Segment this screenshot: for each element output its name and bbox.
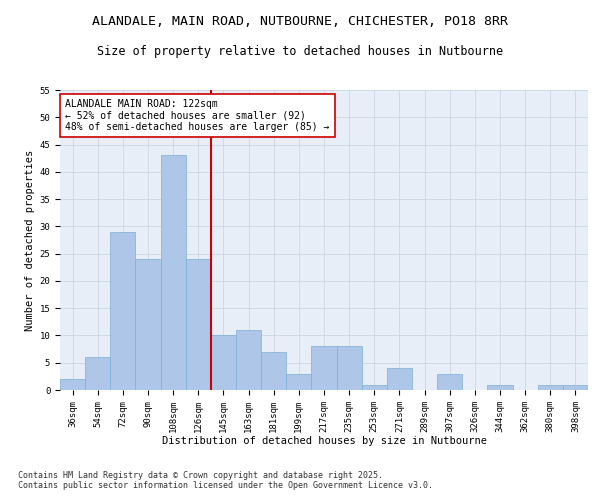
Bar [186, 259, 211, 390]
Bar [362, 384, 387, 390]
Bar [211, 336, 236, 390]
Bar [60, 379, 85, 390]
Bar [236, 330, 261, 390]
Text: Size of property relative to detached houses in Nutbourne: Size of property relative to detached ho… [97, 45, 503, 58]
Text: ALANDALE, MAIN ROAD, NUTBOURNE, CHICHESTER, PO18 8RR: ALANDALE, MAIN ROAD, NUTBOURNE, CHICHEST… [92, 15, 508, 28]
Bar [261, 352, 286, 390]
X-axis label: Distribution of detached houses by size in Nutbourne: Distribution of detached houses by size … [161, 436, 487, 446]
Bar [487, 384, 512, 390]
Y-axis label: Number of detached properties: Number of detached properties [25, 150, 35, 330]
Text: Contains HM Land Registry data © Crown copyright and database right 2025.
Contai: Contains HM Land Registry data © Crown c… [18, 470, 433, 490]
Bar [286, 374, 311, 390]
Bar [85, 358, 110, 390]
Bar [136, 259, 161, 390]
Bar [538, 384, 563, 390]
Bar [110, 232, 136, 390]
Bar [311, 346, 337, 390]
Text: ALANDALE MAIN ROAD: 122sqm
← 52% of detached houses are smaller (92)
48% of semi: ALANDALE MAIN ROAD: 122sqm ← 52% of deta… [65, 99, 329, 132]
Bar [161, 156, 186, 390]
Bar [387, 368, 412, 390]
Bar [437, 374, 462, 390]
Bar [563, 384, 588, 390]
Bar [337, 346, 362, 390]
